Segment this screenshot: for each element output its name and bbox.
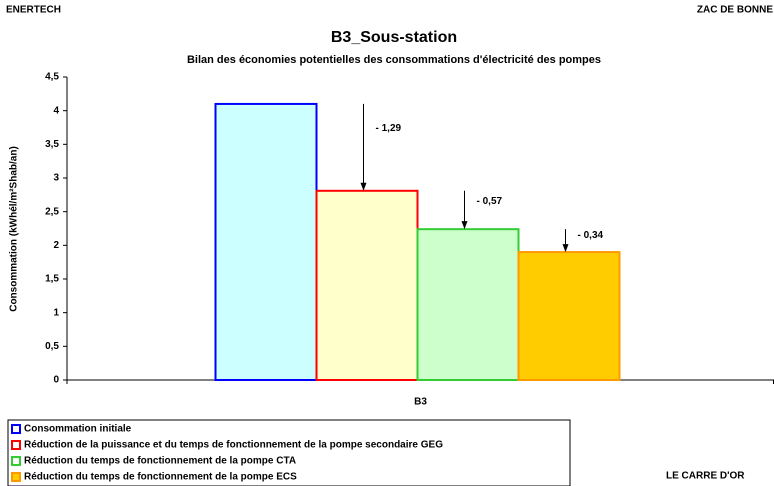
y-tick-label: 4 xyxy=(53,105,59,116)
bar xyxy=(315,189,419,381)
annotation: - 0,57 xyxy=(477,196,503,207)
y-tick-label: 3 xyxy=(53,173,59,184)
legend-swatch xyxy=(11,424,21,434)
y-tick-label: 3,5 xyxy=(45,139,59,150)
annotation-arrowhead xyxy=(461,221,468,230)
y-tick-label: 2,5 xyxy=(45,206,59,217)
annotation-arrowhead xyxy=(562,244,569,253)
legend-swatch xyxy=(11,456,21,466)
annotation: - 1,29 xyxy=(376,123,402,134)
x-tick-label: B3 xyxy=(414,397,427,408)
legend-label: Réduction de la puissance et du temps de… xyxy=(24,440,443,451)
legend-swatch xyxy=(11,440,21,450)
legend-label: Réduction du temps de fonctionnement de … xyxy=(24,456,296,467)
y-tick-label: 0 xyxy=(53,375,59,386)
y-tick-label: 2 xyxy=(53,240,59,251)
header-right: ZAC DE BONNE xyxy=(697,5,773,16)
y-tick-label: 1,5 xyxy=(45,274,59,285)
chart-title: B3_Sous-station xyxy=(331,29,457,46)
y-tick-label: 4,5 xyxy=(45,72,59,83)
y-axis-label: Consommation (kWhél/m²Shab/an) xyxy=(9,146,20,312)
annotation: - 0,34 xyxy=(578,230,604,241)
legend-label: Réduction du temps de fonctionnement de … xyxy=(24,472,297,483)
annotation-arrowhead xyxy=(360,182,367,191)
bar xyxy=(517,251,621,381)
y-tick-label: 0,5 xyxy=(45,341,59,352)
bar xyxy=(416,228,520,381)
legend-box xyxy=(7,419,571,486)
footer-right: LE CARRE D'OR xyxy=(666,471,745,482)
legend-label: Consommation initiale xyxy=(24,424,132,435)
y-tick-label: 1 xyxy=(53,307,59,318)
header-left: ENERTECH xyxy=(6,5,61,16)
legend-swatch xyxy=(11,472,21,482)
chart-subtitle: Bilan des économies potentielles des con… xyxy=(187,54,601,66)
bar xyxy=(214,102,318,382)
